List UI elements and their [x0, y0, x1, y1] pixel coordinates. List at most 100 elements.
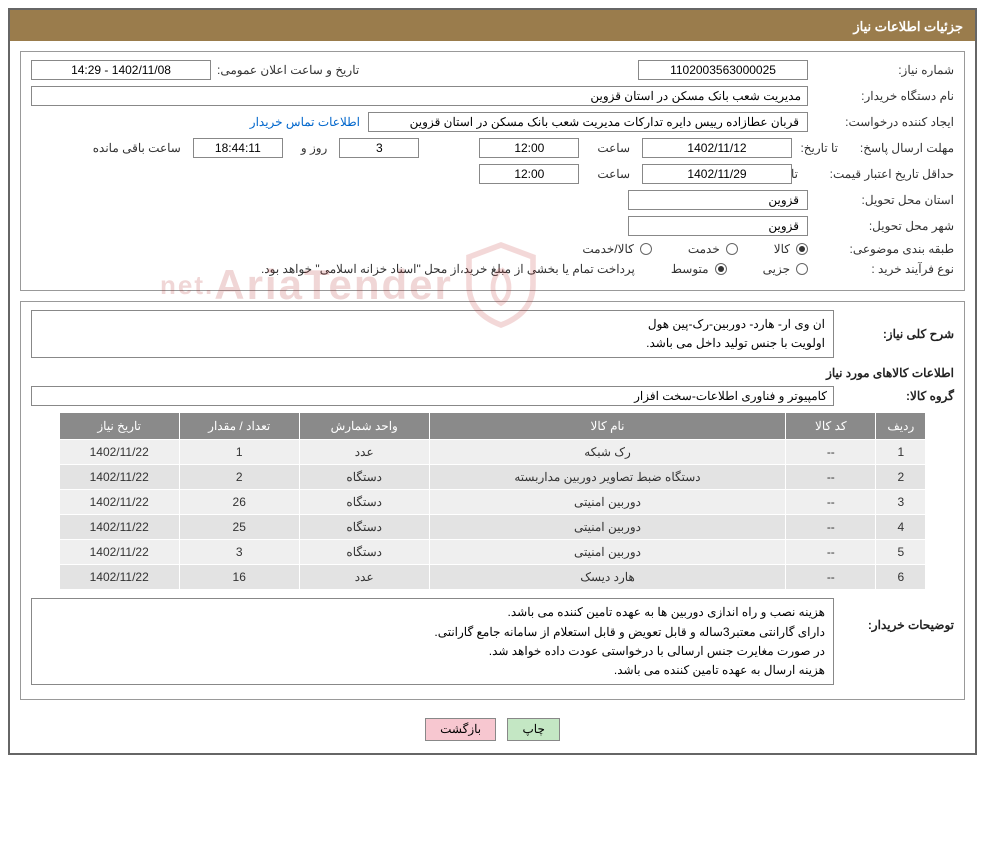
table-cell: 1402/11/22 [59, 490, 179, 515]
table-cell: 2 [179, 465, 299, 490]
hour-label-1: ساعت [597, 141, 630, 155]
table-cell: -- [786, 490, 876, 515]
table-cell: دستگاه [299, 515, 429, 540]
table-cell: 5 [876, 540, 926, 565]
table-cell: -- [786, 540, 876, 565]
table-row: 6--هارد دیسکعدد161402/11/22 [59, 565, 926, 590]
deadline-hour: 12:00 [479, 138, 579, 158]
table-cell: دستگاه ضبط تصاویر دوربین مداربسته [429, 465, 786, 490]
time-unit: ساعت باقی مانده [93, 141, 181, 155]
min-valid-date: 1402/11/29 [642, 164, 792, 184]
table-cell: 1402/11/22 [59, 565, 179, 590]
table-header-row: ردیف کد کالا نام کالا واحد شمارش تعداد /… [59, 413, 926, 440]
creator-value: قربان عطازاده رییس دایره تدارکات مدیریت … [368, 112, 808, 132]
table-cell: 1402/11/22 [59, 515, 179, 540]
table-cell: 6 [876, 565, 926, 590]
class-service: خدمت [688, 242, 720, 256]
proc-note: پرداخت تمام یا بخشی از مبلغ خرید،از محل … [261, 262, 635, 276]
proc-label: نوع فرآیند خرید : [814, 262, 954, 276]
city-label: شهر محل تحویل: [814, 219, 954, 233]
table-cell: هارد دیسک [429, 565, 786, 590]
days-remaining: 3 [339, 138, 419, 158]
table-cell: -- [786, 515, 876, 540]
proc-medium: متوسط [671, 262, 709, 276]
class-both: کالا/خدمت [582, 242, 633, 256]
table-cell: 2 [876, 465, 926, 490]
table-cell: دوربین امنیتی [429, 540, 786, 565]
table-row: 3--دوربین امنیتیدستگاه261402/11/22 [59, 490, 926, 515]
creator-label: ایجاد کننده درخواست: [814, 115, 954, 129]
buyer-label: نام دستگاه خریدار: [814, 89, 954, 103]
radio-minor[interactable] [796, 263, 808, 275]
radio-both[interactable] [640, 243, 652, 255]
th-qty: تعداد / مقدار [179, 413, 299, 440]
th-row: ردیف [876, 413, 926, 440]
contact-link[interactable]: اطلاعات تماس خریدار [250, 115, 360, 129]
buyer-note-text: هزینه نصب و راه اندازی دوربین ها به عهده… [31, 598, 834, 685]
request-no-value: 1102003563000025 [638, 60, 808, 80]
class-radio-group: کالا خدمت کالا/خدمت [576, 242, 808, 256]
table-cell: رک شبکه [429, 440, 786, 465]
table-cell: عدد [299, 440, 429, 465]
table-cell: 1 [876, 440, 926, 465]
desc-text: ان وی ار- هارد- دوربین-رک-پین هول اولویت… [31, 310, 834, 358]
proc-minor: جزیی [763, 262, 790, 276]
table-cell: 3 [876, 490, 926, 515]
page-container: جزئیات اطلاعات نیاز AriaTender.net شماره… [8, 8, 977, 755]
info-section: شماره نیاز: 1102003563000025 تاریخ و ساع… [20, 51, 965, 291]
request-no-label: شماره نیاز: [814, 63, 954, 77]
announce-value: 1402/11/08 - 14:29 [31, 60, 211, 80]
items-table: ردیف کد کالا نام کالا واحد شمارش تعداد /… [59, 412, 927, 590]
table-cell: -- [786, 440, 876, 465]
table-cell: دوربین امنیتی [429, 515, 786, 540]
class-goods: کالا [774, 242, 790, 256]
table-cell: 1402/11/22 [59, 540, 179, 565]
time-remaining: 18:44:11 [193, 138, 283, 158]
th-date: تاریخ نیاز [59, 413, 179, 440]
table-cell: 25 [179, 515, 299, 540]
days-unit: روز و [301, 141, 328, 155]
table-cell: 4 [876, 515, 926, 540]
announce-label: تاریخ و ساعت اعلان عمومی: [217, 63, 359, 77]
deadline-date: 1402/11/12 [642, 138, 792, 158]
table-cell: دستگاه [299, 465, 429, 490]
buttons-row: چاپ بازگشت [10, 710, 975, 753]
city-value: قزوین [628, 216, 808, 236]
buyer-note-label: توضیحات خریدار: [834, 598, 954, 632]
min-valid-label: حداقل تاریخ اعتبار قیمت: [804, 167, 954, 181]
th-unit: واحد شمارش [299, 413, 429, 440]
min-valid-hour: 12:00 [479, 164, 579, 184]
radio-goods[interactable] [796, 243, 808, 255]
group-value: کامپیوتر و فناوری اطلاعات-سخت افزار [31, 386, 834, 406]
province-label: استان محل تحویل: [814, 193, 954, 207]
province-value: قزوین [628, 190, 808, 210]
print-button[interactable]: چاپ [507, 718, 559, 741]
proc-radio-group: جزیی متوسط [665, 262, 808, 276]
desc-label: شرح کلی نیاز: [834, 327, 954, 341]
table-row: 1--رک شبکهعدد11402/11/22 [59, 440, 926, 465]
table-cell: 1402/11/22 [59, 440, 179, 465]
th-name: نام کالا [429, 413, 786, 440]
buyer-value: مدیریت شعب بانک مسکن در استان قزوین [31, 86, 808, 106]
radio-medium[interactable] [715, 263, 727, 275]
table-cell: 26 [179, 490, 299, 515]
header-bar: جزئیات اطلاعات نیاز [10, 13, 975, 41]
table-cell: عدد [299, 565, 429, 590]
back-button[interactable]: بازگشت [425, 718, 496, 741]
radio-service[interactable] [726, 243, 738, 255]
table-row: 5--دوربین امنیتیدستگاه31402/11/22 [59, 540, 926, 565]
table-cell: 3 [179, 540, 299, 565]
group-label: گروه کالا: [834, 389, 954, 403]
items-title: اطلاعات کالاهای مورد نیاز [31, 366, 954, 380]
table-cell: دستگاه [299, 540, 429, 565]
need-section: شرح کلی نیاز: ان وی ار- هارد- دوربین-رک-… [20, 301, 965, 700]
table-cell: -- [786, 565, 876, 590]
class-label: طبقه بندی موضوعی: [814, 242, 954, 256]
header-title: جزئیات اطلاعات نیاز [853, 19, 963, 34]
deadline-label: مهلت ارسال پاسخ: [844, 141, 954, 155]
table-cell: دوربین امنیتی [429, 490, 786, 515]
table-cell: 16 [179, 565, 299, 590]
table-cell: 1 [179, 440, 299, 465]
table-cell: 1402/11/22 [59, 465, 179, 490]
table-row: 4--دوربین امنیتیدستگاه251402/11/22 [59, 515, 926, 540]
